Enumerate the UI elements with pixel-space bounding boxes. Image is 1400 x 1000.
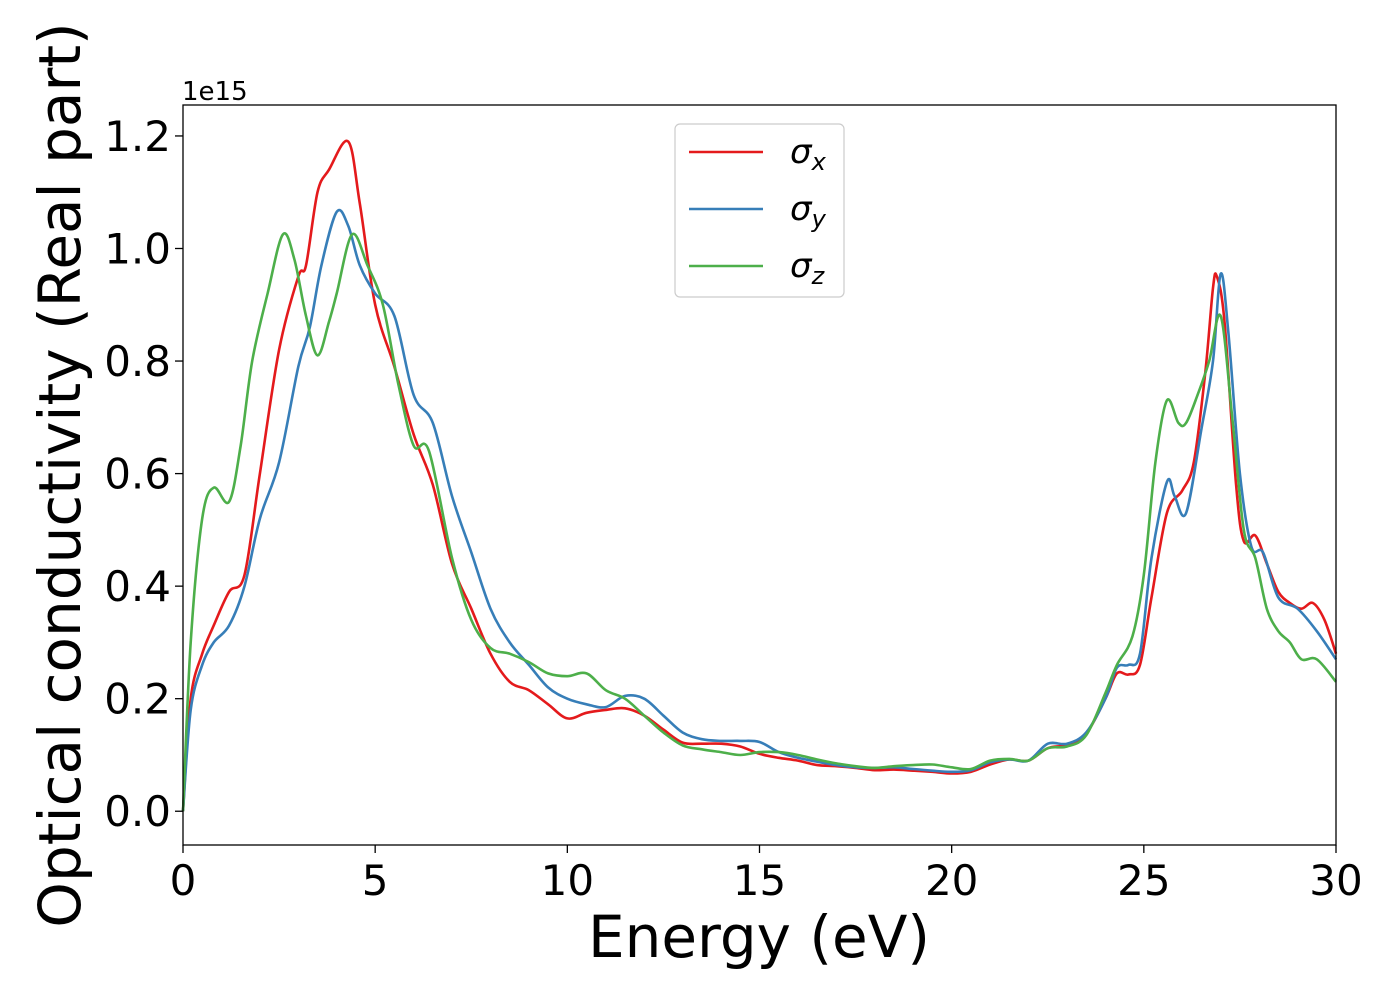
legend-frame — [674, 123, 845, 298]
y-axis-label: Optical conductivity (Real part) — [26, 22, 94, 927]
y-tick-label: 0.4 — [104, 562, 171, 611]
series-line-y — [181, 208, 1338, 812]
legend-label-y: σy — [790, 189, 827, 233]
series-line-x — [181, 139, 1338, 812]
y-tick-label: 0.8 — [104, 337, 171, 386]
x-tick-label: 5 — [362, 856, 389, 905]
x-tick-label: 30 — [1309, 856, 1362, 905]
legend-label-z: σz — [790, 246, 826, 290]
series-line-z — [181, 232, 1338, 812]
x-axis-ticks: 0 5 10 15 20 25 30 — [170, 845, 1363, 905]
x-tick-label: 15 — [733, 856, 786, 905]
y-axis-ticks: 0.0 0.2 0.4 0.6 0.8 1.0 1.2 — [104, 112, 183, 836]
x-tick-label: 20 — [925, 856, 978, 905]
x-tick-label: 0 — [170, 856, 197, 905]
y-tick-label: 1.0 — [104, 224, 171, 273]
y-tick-label: 0.2 — [104, 675, 171, 724]
y-scale-label: 1e15 — [182, 77, 248, 107]
x-tick-label: 25 — [1117, 856, 1170, 905]
legend-label-x: σx — [790, 132, 827, 176]
x-axis-label: Energy (eV) — [588, 903, 930, 971]
y-tick-label: 1.2 — [104, 112, 171, 161]
x-tick-label: 10 — [541, 856, 594, 905]
y-tick-label: 0.6 — [104, 450, 171, 499]
legend: σx σy σz — [674, 123, 845, 298]
series-lines — [181, 139, 1338, 812]
y-tick-label: 0.0 — [104, 787, 171, 836]
